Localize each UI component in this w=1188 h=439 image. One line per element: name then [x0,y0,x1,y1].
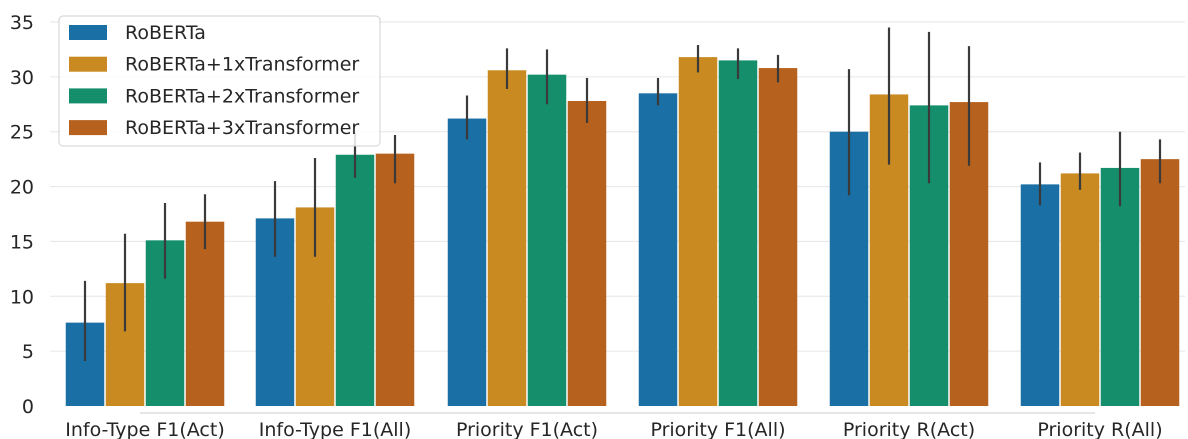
y-tick-label: 20 [10,177,34,199]
bar [718,60,758,407]
legend-label: RoBERTa+3xTransformer [125,117,359,139]
legend-swatch [69,56,107,72]
x-tick-label: Priority R(All) [1037,419,1162,439]
bar [1020,184,1060,406]
x-axis-labels: Info-Type F1(Act) Info-Type F1(All) Priori… [65,419,1162,439]
y-tick-label: 10 [10,286,34,308]
legend-swatch [69,88,107,104]
y-tick-label: 0 [22,396,34,418]
y-tick-label: 30 [10,67,34,89]
bar [185,221,225,406]
bar [678,57,718,406]
legend-box [58,15,381,147]
legend-label: RoBERTa+2xTransformer [125,85,359,107]
legend-swatch [69,120,107,136]
y-tick-label: 15 [10,231,34,253]
bar [638,93,678,407]
bar [567,100,607,406]
y-tick-label: 25 [10,122,34,144]
legend-swatch [69,25,107,40]
legend-label: RoBERTa [125,22,206,44]
bar [1060,173,1100,406]
bar [758,68,798,406]
x-tick-label: Priority F1(All) [650,419,785,439]
y-tick-label: 35 [10,12,34,34]
legend: RoBERTa RoBERTa+1xTransformer RoBERTa+2xTr… [58,15,381,147]
bar [335,154,375,406]
x-tick-label: Priority F1(Act) [456,419,598,439]
x-tick-label: Info-Type F1(All) [259,419,412,439]
error-bars-group [83,27,1162,362]
bar [1140,159,1180,406]
legend-label: RoBERTa+1xTransformer [125,54,359,76]
bar [527,74,567,407]
x-tick-label: Priority R(Act) [843,419,975,439]
bar [447,118,487,406]
y-axis-ticks: 0 5 10 15 20 25 30 35 [10,12,34,418]
y-tick-label: 5 [22,341,34,363]
bar [1100,167,1140,406]
bar [375,153,415,406]
x-tick-label: Info-Type F1(Act) [65,419,225,439]
bar [487,70,527,406]
